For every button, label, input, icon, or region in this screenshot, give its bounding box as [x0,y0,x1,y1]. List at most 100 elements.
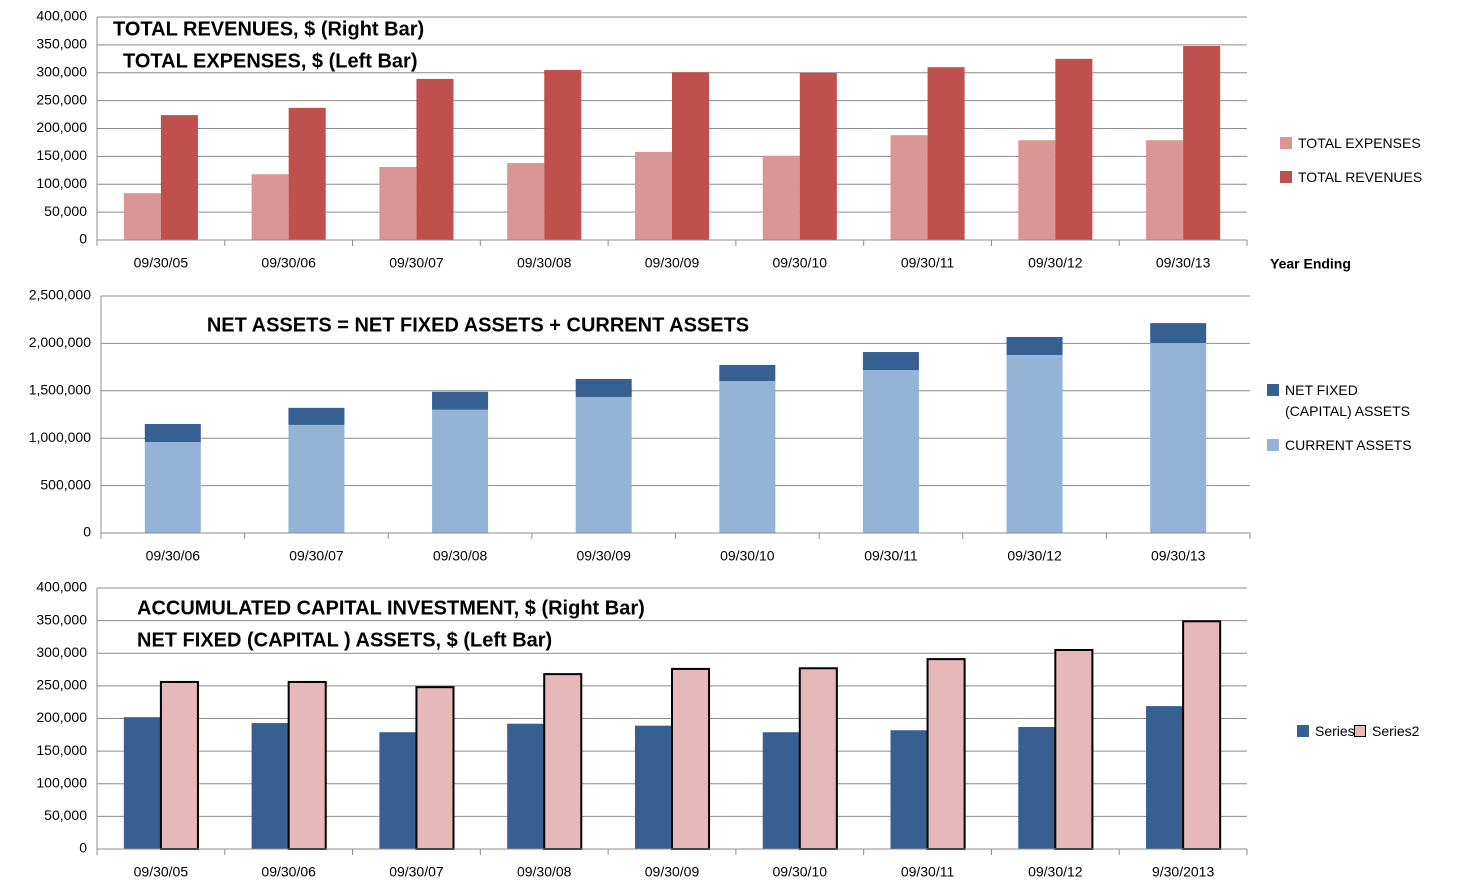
y-tick-label: 50,000 [44,807,87,823]
bar [762,155,800,240]
y-tick-label: 1,500,000 [29,382,91,398]
y-tick-label: 500,000 [40,476,91,492]
y-tick-label: 400,000 [36,8,87,24]
legend-label: NET FIXED (CAPITAL) ASSETS [1285,382,1410,419]
x-tick-label: 09/30/10 [720,548,775,564]
bar [1146,140,1184,240]
x-tick-label: 09/30/06 [261,255,316,271]
x-tick-label: 09/30/08 [433,548,488,564]
bar [1146,706,1184,849]
legend-swatch [1267,384,1279,396]
legend-swatch [1280,137,1292,149]
bar [288,107,326,240]
legend-item: TOTAL EXPENSES [1280,133,1448,154]
bar [544,69,582,241]
y-tick-label: 350,000 [36,611,87,627]
bar [672,72,710,240]
bar [862,352,919,371]
legend-item: TOTAL REVENUES [1280,167,1448,188]
x-tick-label: 09/30/08 [517,255,572,271]
bar [799,72,837,240]
x-tick-label: 09/30/11 [864,548,918,564]
bar [144,423,201,442]
x-tick-label: 09/30/13 [1156,255,1211,271]
y-tick-label: 2,500,000 [29,287,91,303]
legend-item: Series1 [1297,721,1362,742]
x-tick-label: 09/30/10 [773,255,828,271]
y-tick-label: 250,000 [36,91,87,107]
bar [926,658,966,850]
bar [288,407,345,425]
legend-item: Series2 [1354,721,1419,742]
x-tick-label: 09/30/12 [1028,255,1083,271]
y-tick-label: 150,000 [36,742,87,758]
bar [507,723,545,849]
x-tick-label: 09/30/12 [1007,548,1062,564]
legend-label: TOTAL REVENUES [1298,169,1423,185]
x-tick-label: 09/30/12 [1028,864,1083,880]
bar [719,381,776,533]
x-tick-label: 09/30/05 [134,255,189,271]
bar [719,364,776,382]
x-tick-label: 09/30/06 [261,864,316,880]
x-tick-label: 09/30/11 [901,255,955,271]
x-axis-label: Year Ending [1270,256,1351,272]
legend-swatch [1267,439,1279,451]
bar [927,67,965,240]
legend-item: CURRENT ASSETS [1267,435,1420,456]
bar [160,115,198,240]
bar [634,725,672,849]
x-tick-label: 09/30/11 [901,864,955,880]
y-tick-label: 100,000 [36,175,87,191]
bar [890,730,928,849]
y-tick-label: 300,000 [36,644,87,660]
bar [379,732,417,849]
bar [123,193,161,240]
y-tick-label: 300,000 [36,63,87,79]
y-tick-label: 200,000 [36,119,87,135]
bar [432,409,489,533]
y-tick-label: 0 [79,231,87,247]
bar [507,163,545,240]
bar [1018,140,1056,240]
chart-subtitle: NET FIXED (CAPITAL ) ASSETS, $ (Left Bar… [137,629,552,651]
bar [890,135,928,240]
y-tick-label: 150,000 [36,147,87,163]
bar [575,396,632,533]
y-tick-label: 100,000 [36,774,87,790]
chart-title: TOTAL REVENUES, $ (Right Bar) [113,18,424,40]
bar [159,680,199,851]
bar [123,717,161,849]
bar [288,424,345,533]
legend-label: TOTAL EXPENSES [1298,135,1421,151]
y-tick-label: 400,000 [36,579,87,595]
x-tick-label: 09/30/05 [134,864,189,880]
y-tick-label: 50,000 [44,203,87,219]
bar [144,441,201,533]
legend-label: CURRENT ASSETS [1285,437,1412,453]
y-tick-label: 1,000,000 [29,429,91,445]
y-tick-label: 0 [83,524,91,540]
legend-label: Series2 [1372,723,1420,739]
bar [634,151,672,240]
bar [379,166,417,240]
y-tick-label: 350,000 [36,36,87,52]
legend-label: Series1 [1315,723,1363,739]
bar [416,78,454,240]
y-tick-label: 200,000 [36,709,87,725]
legend-swatch [1354,725,1366,737]
y-tick-label: 2,000,000 [29,334,91,350]
bar [1182,620,1222,851]
x-tick-label: 09/30/08 [517,864,572,880]
bar [1006,354,1063,533]
x-tick-label: 09/30/09 [645,864,700,880]
bar [1054,648,1094,850]
x-tick-label: 9/30/2013 [1152,864,1214,880]
x-tick-label: 09/30/07 [389,255,444,271]
bar [798,667,838,850]
bar [1150,343,1207,533]
bar [1055,58,1093,240]
x-tick-label: 09/30/07 [389,864,444,880]
x-tick-label: 09/30/06 [146,548,201,564]
